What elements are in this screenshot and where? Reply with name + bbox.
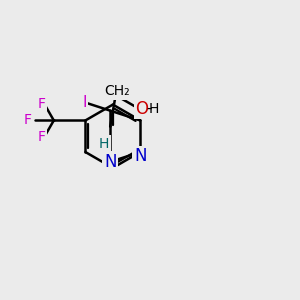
Text: N: N — [134, 147, 146, 165]
Text: H: H — [99, 137, 110, 151]
Text: N: N — [104, 153, 116, 171]
Text: F: F — [24, 113, 32, 128]
Text: H: H — [148, 102, 159, 116]
Text: I: I — [82, 95, 87, 110]
Text: CH₂: CH₂ — [104, 84, 130, 98]
Text: F: F — [38, 130, 46, 144]
Text: -: - — [146, 101, 151, 116]
Text: O: O — [135, 100, 148, 118]
Text: F: F — [38, 97, 46, 111]
